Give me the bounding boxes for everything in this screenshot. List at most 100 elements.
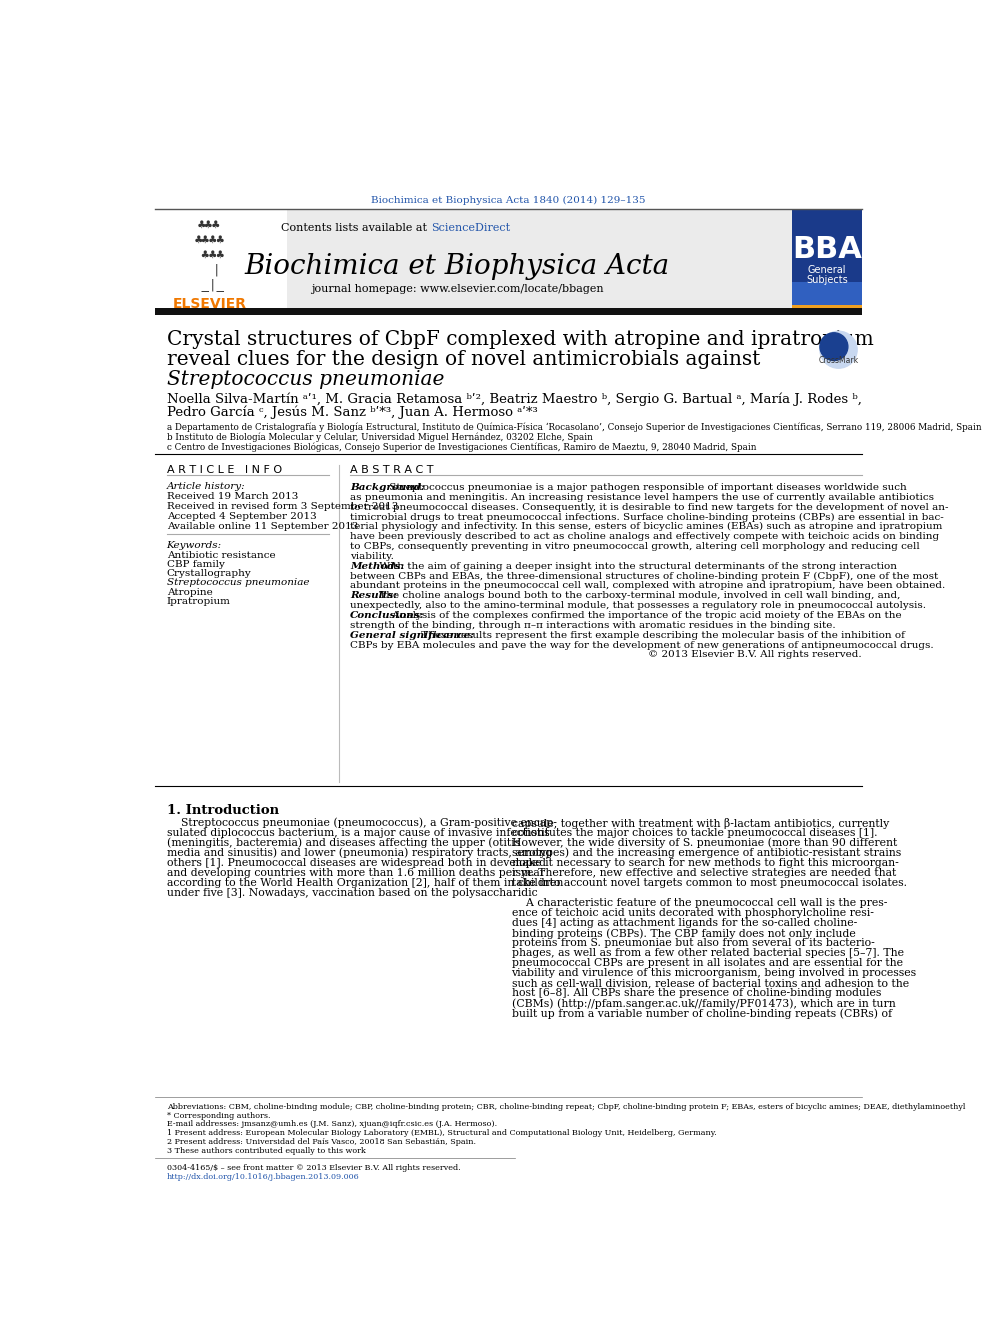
Text: to CBPs, consequently preventing in vitro pneumococcal growth, altering cell mor: to CBPs, consequently preventing in vitr… [350, 542, 920, 552]
Text: 0304-4165/$ – see front matter © 2013 Elsevier B.V. All rights reserved.: 0304-4165/$ – see front matter © 2013 El… [167, 1164, 460, 1172]
Text: terial physiology and infectivity. In this sense, esters of bicyclic amines (EBA: terial physiology and infectivity. In th… [350, 523, 942, 532]
Text: http://dx.doi.org/10.1016/j.bbagen.2013.09.006: http://dx.doi.org/10.1016/j.bbagen.2013.… [167, 1174, 359, 1181]
Text: sulated diplococcus bacterium, is a major cause of invasive infections: sulated diplococcus bacterium, is a majo… [167, 828, 550, 837]
Text: Crystal structures of CbpF complexed with atropine and ipratropium: Crystal structures of CbpF complexed wit… [167, 329, 873, 349]
Text: reveal clues for the design of novel antimicrobials against: reveal clues for the design of novel ant… [167, 349, 760, 369]
Text: 1. Introduction: 1. Introduction [167, 804, 279, 818]
Text: dues [4] acting as attachment ligands for the so-called choline-: dues [4] acting as attachment ligands fo… [512, 918, 857, 927]
Circle shape [820, 333, 848, 360]
Bar [155, 308, 862, 315]
Text: phages, as well as from a few other related bacterial species [5–7]. The: phages, as well as from a few other rela… [512, 949, 904, 958]
Text: 1 Present address: European Molecular Biology Laboratory (EMBL), Structural and : 1 Present address: European Molecular Bi… [167, 1130, 716, 1138]
Bar [792, 302, 862, 308]
Text: General: General [807, 266, 846, 275]
Text: Keywords:: Keywords: [167, 541, 222, 549]
Bar [792, 209, 862, 308]
Text: as pneumonia and meningitis. An increasing resistance level hampers the use of c: as pneumonia and meningitis. An increasi… [350, 492, 934, 501]
Text: Conclusions:: Conclusions: [350, 611, 425, 620]
Text: Contents lists available at: Contents lists available at [282, 224, 431, 233]
Text: Abbreviations: CBM, choline-binding module; CBP, choline-binding protein; CBR, c: Abbreviations: CBM, choline-binding modu… [167, 1103, 965, 1111]
Text: a Departamento de Cristalografía y Biología Estructural, Instituto de Química-Fí: a Departamento de Cristalografía y Biolo… [167, 422, 981, 431]
Text: E-mail addresses: jmsanz@umh.es (J.M. Sanz), xjuan@iqfr.csic.es (J.A. Hermoso).: E-mail addresses: jmsanz@umh.es (J.M. Sa… [167, 1121, 497, 1129]
Text: host [6–8]. All CBPs share the presence of choline-binding modules: host [6–8]. All CBPs share the presence … [512, 988, 881, 998]
Text: and developing countries with more than 1.6 million deaths per year: and developing countries with more than … [167, 868, 545, 878]
Text: © 2013 Elsevier B.V. All rights reserved.: © 2013 Elsevier B.V. All rights reserved… [648, 651, 862, 659]
Text: take into account novel targets common to most pneumococcal isolates.: take into account novel targets common t… [512, 878, 907, 888]
Text: Biochimica et Biophysica Acta: Biochimica et Biophysica Acta [245, 254, 670, 280]
Text: others [1]. Pneumococcal diseases are widespread both in developed: others [1]. Pneumococcal diseases are wi… [167, 857, 546, 868]
Text: ScienceDirect: ScienceDirect [431, 224, 510, 233]
Text: journal homepage: www.elsevier.com/locate/bbagen: journal homepage: www.elsevier.com/locat… [310, 283, 603, 294]
Text: Analysis of the complexes confirmed the importance of the tropic acid moiety of : Analysis of the complexes confirmed the … [389, 611, 902, 620]
Text: Available online 11 September 2013: Available online 11 September 2013 [167, 523, 358, 532]
Text: A B S T R A C T: A B S T R A C T [350, 466, 434, 475]
Text: media and sinusitis) and lower (pneumonia) respiratory tracts, among: media and sinusitis) and lower (pneumoni… [167, 848, 552, 859]
Text: unexpectedly, also to the amino-terminal module, that possesses a regulatory rol: unexpectedly, also to the amino-terminal… [350, 601, 927, 610]
Text: * Corresponding authors.: * Corresponding authors. [167, 1111, 270, 1119]
Text: Streptococcus pneumoniae (pneumococcus), a Gram-positive encap-: Streptococcus pneumoniae (pneumococcus),… [167, 818, 557, 828]
Text: have been previously described to act as choline analogs and effectively compete: have been previously described to act as… [350, 532, 939, 541]
Text: Methods:: Methods: [350, 562, 405, 570]
Text: Biochimica et Biophysica Acta 1840 (2014) 129–135: Biochimica et Biophysica Acta 1840 (2014… [371, 196, 646, 205]
Text: Received in revised form 3 September 2013: Received in revised form 3 September 201… [167, 503, 398, 511]
Text: Results:: Results: [350, 591, 398, 601]
Text: Streptococcus pneumoniae is a major pathogen responsible of important diseases w: Streptococcus pneumoniae is a major path… [386, 483, 907, 492]
Text: 2 Present address: Universidad del País Vasco, 20018 San Sebastián, Spain.: 2 Present address: Universidad del País … [167, 1138, 475, 1146]
Text: built up from a variable number of choline-binding repeats (CBRs) of: built up from a variable number of choli… [512, 1008, 892, 1019]
Text: ism. Therefore, new effective and selective strategies are needed that: ism. Therefore, new effective and select… [512, 868, 896, 878]
Text: Subjects: Subjects [806, 275, 848, 284]
Text: capsule, together with treatment with β-lactam antibiotics, currently: capsule, together with treatment with β-… [512, 818, 889, 830]
Text: ence of teichoic acid units decorated with phosphorylcholine resi-: ence of teichoic acid units decorated wi… [512, 908, 873, 918]
Circle shape [820, 331, 857, 368]
Text: proteins from S. pneumoniae but also from several of its bacterio-: proteins from S. pneumoniae but also fro… [512, 938, 874, 949]
Text: under five [3]. Nowadays, vaccination based on the polysaccharidic: under five [3]. Nowadays, vaccination ba… [167, 888, 538, 898]
Text: CBPs by EBA molecules and pave the way for the development of new generations of: CBPs by EBA molecules and pave the way f… [350, 640, 933, 650]
Text: Received 19 March 2013: Received 19 March 2013 [167, 492, 298, 501]
Text: viability and virulence of this microorganism, being involved in processes: viability and virulence of this microorg… [512, 968, 917, 978]
Text: such as cell-wall division, release of bacterial toxins and adhesion to the: such as cell-wall division, release of b… [512, 978, 909, 988]
Text: according to the World Health Organization [2], half of them in children: according to the World Health Organizati… [167, 878, 563, 888]
Text: timicrobial drugs to treat pneumococcal infections. Surface choline-binding prot: timicrobial drugs to treat pneumococcal … [350, 512, 944, 521]
Text: However, the wide diversity of S. pneumoniae (more than 90 different: However, the wide diversity of S. pneumo… [512, 837, 897, 848]
Text: These results represent the first example describing the molecular basis of the : These results represent the first exampl… [418, 631, 905, 640]
Text: viability.: viability. [350, 552, 394, 561]
Text: Article history:: Article history: [167, 482, 245, 491]
Text: Accepted 4 September 2013: Accepted 4 September 2013 [167, 512, 316, 521]
Text: BBA: BBA [792, 235, 862, 265]
Bar [155, 209, 287, 308]
Text: (meningitis, bacteremia) and diseases affecting the upper (otitis: (meningitis, bacteremia) and diseases af… [167, 837, 520, 848]
Text: binding proteins (CBPs). The CBP family does not only include: binding proteins (CBPs). The CBP family … [512, 927, 855, 938]
Text: Streptococcus pneumoniae: Streptococcus pneumoniae [167, 578, 310, 587]
Text: 3 These authors contributed equally to this work: 3 These authors contributed equally to t… [167, 1147, 365, 1155]
Text: Streptococcus pneumoniae: Streptococcus pneumoniae [167, 369, 444, 389]
Text: between CBPs and EBAs, the three-dimensional structures of choline-binding prote: between CBPs and EBAs, the three-dimensi… [350, 572, 938, 581]
Text: ELSEVIER: ELSEVIER [173, 298, 246, 311]
Text: A characteristic feature of the pneumococcal cell wall is the pres-: A characteristic feature of the pneumoco… [512, 898, 887, 908]
Text: to treat pneumococcal diseases. Consequently, it is desirable to find new target: to treat pneumococcal diseases. Conseque… [350, 503, 948, 512]
Text: Noella Silva-Martín ᵃʹ¹, M. Gracia Retamosa ᵇʹ², Beatriz Maestro ᵇ, Sergio G. Ba: Noella Silva-Martín ᵃʹ¹, M. Gracia Retam… [167, 392, 861, 406]
Text: pneumococcal CBPs are present in all isolates and are essential for the: pneumococcal CBPs are present in all iso… [512, 958, 903, 968]
Text: abundant proteins in the pneumococcal cell wall, complexed with atropine and ipr: abundant proteins in the pneumococcal ce… [350, 582, 945, 590]
Text: Antibiotic resistance: Antibiotic resistance [167, 550, 275, 560]
Text: Pedro García ᶜ, Jesús M. Sanz ᵇʹ*³, Juan A. Hermoso ᵃʹ*³: Pedro García ᶜ, Jesús M. Sanz ᵇʹ*³, Juan… [167, 405, 538, 418]
Bar [155, 209, 862, 308]
Text: Ipratropium: Ipratropium [167, 597, 230, 606]
Bar [792, 282, 862, 306]
Text: Crystallography: Crystallography [167, 569, 251, 578]
Text: c Centro de Investigaciones Biológicas, Consejo Superior de Investigaciones Cien: c Centro de Investigaciones Biológicas, … [167, 442, 756, 451]
Text: With the aim of gaining a deeper insight into the structural determinants of the: With the aim of gaining a deeper insight… [376, 562, 897, 570]
Text: General significance:: General significance: [350, 631, 474, 640]
Text: Atropine: Atropine [167, 587, 212, 597]
Text: strength of the binding, through π–π interactions with aromatic residues in the : strength of the binding, through π–π int… [350, 620, 836, 630]
Text: b Instituto de Biología Molecular y Celular, Universidad Miguel Hernández, 03202: b Instituto de Biología Molecular y Celu… [167, 433, 592, 442]
Text: The choline analogs bound both to the carboxy-terminal module, involved in cell : The choline analogs bound both to the ca… [376, 591, 901, 601]
Text: A R T I C L E   I N F O: A R T I C L E I N F O [167, 466, 282, 475]
Text: constitutes the major choices to tackle pneumococcal diseases [1].: constitutes the major choices to tackle … [512, 828, 877, 837]
Text: Background:: Background: [350, 483, 426, 492]
Text: CrossMark: CrossMark [818, 356, 859, 365]
Text: CBP family: CBP family [167, 560, 224, 569]
Text: ♣♣♣
♣♣♣♣
 ♣♣♣
  |
 _|_: ♣♣♣ ♣♣♣♣ ♣♣♣ | _|_ [194, 218, 224, 291]
Text: make it necessary to search for new methods to fight this microorgan-: make it necessary to search for new meth… [512, 857, 898, 868]
Text: (CBMs) (http://pfam.sanger.ac.uk//family/PF01473), which are in turn: (CBMs) (http://pfam.sanger.ac.uk//family… [512, 998, 895, 1008]
Text: serotypes) and the increasing emergence of antibiotic-resistant strains: serotypes) and the increasing emergence … [512, 848, 901, 859]
